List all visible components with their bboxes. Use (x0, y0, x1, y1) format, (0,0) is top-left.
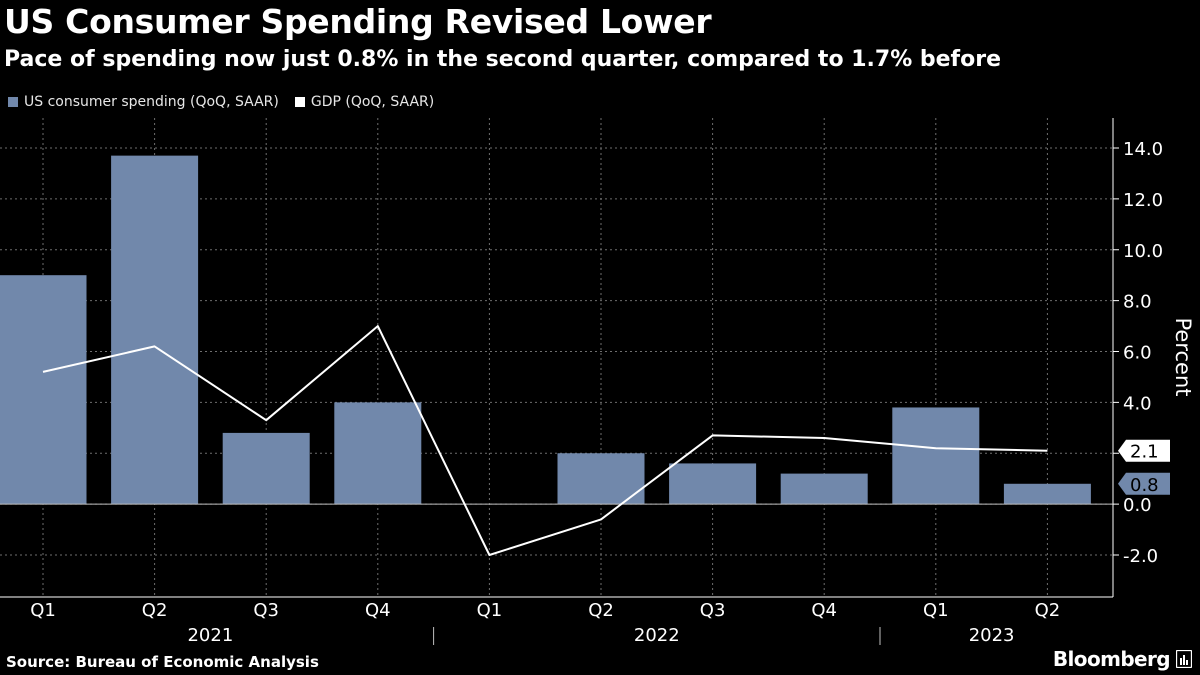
chart-title: US Consumer Spending Revised Lower (4, 2, 712, 41)
y-tick-label: 10.0 (1123, 241, 1163, 262)
y-tick-label: -2.0 (1123, 546, 1158, 567)
bloomberg-terminal-icon (1176, 650, 1192, 668)
bar (1003, 483, 1091, 505)
x-tick-label: Q4 (811, 600, 837, 621)
gdp-series-line (42, 325, 1048, 556)
y-axis-title: Percent (1171, 317, 1195, 396)
legend-item-gdp: GDP (QoQ, SAAR) (294, 94, 435, 110)
gdp-end-label: 2.1 (1130, 442, 1159, 463)
x-tick-label: Q4 (365, 600, 391, 621)
legend-item-consumer-spending: US consumer spending (QoQ, SAAR) (8, 94, 279, 110)
x-tick-label: Q1 (477, 600, 503, 621)
source-note: Source: Bureau of Economic Analysis (6, 653, 319, 671)
y-tick-label: 6.0 (1123, 343, 1152, 364)
chart-subtitle: Pace of spending now just 0.8% in the se… (4, 47, 1002, 72)
bar (222, 432, 310, 505)
x-tick-label: Q1 (30, 600, 56, 621)
bar (669, 463, 757, 505)
legend-swatch-consumer-spending (8, 97, 18, 107)
bar (0, 275, 87, 505)
legend-label-gdp: GDP (QoQ, SAAR) (310, 94, 435, 110)
y-tick-label: 12.0 (1123, 190, 1163, 211)
spending-end-flag (1118, 472, 1170, 495)
x-year-label: 2022 (634, 625, 680, 646)
x-tick-label: Q3 (700, 600, 726, 621)
chart-legend: US consumer spending (QoQ, SAAR) GDP (Qo… (8, 92, 450, 112)
legend-label-consumer-spending: US consumer spending (QoQ, SAAR) (24, 94, 279, 110)
bar (557, 453, 645, 505)
bar (892, 407, 980, 505)
x-tick-label: Q1 (923, 600, 949, 621)
gdp-end-flag (1118, 439, 1170, 462)
bar (111, 155, 199, 505)
x-year-label: 2023 (969, 625, 1015, 646)
x-tick-label: Q2 (142, 600, 168, 621)
y-tick-label: 8.0 (1123, 292, 1152, 313)
legend-swatch-gdp (294, 97, 305, 107)
x-tick-label: Q2 (588, 600, 614, 621)
y-tick-label: 4.0 (1123, 393, 1152, 414)
y-tick-label: 14.0 (1123, 139, 1163, 160)
bar (334, 402, 422, 505)
brand-logo: Bloomberg (1052, 647, 1171, 671)
x-tick-label: Q2 (1035, 600, 1061, 621)
bar (780, 473, 868, 505)
x-tick-label: Q3 (253, 600, 279, 621)
x-year-label: 2021 (187, 625, 233, 646)
spending-end-label: 0.8 (1130, 475, 1159, 496)
y-tick-label: 0.0 (1123, 495, 1152, 516)
